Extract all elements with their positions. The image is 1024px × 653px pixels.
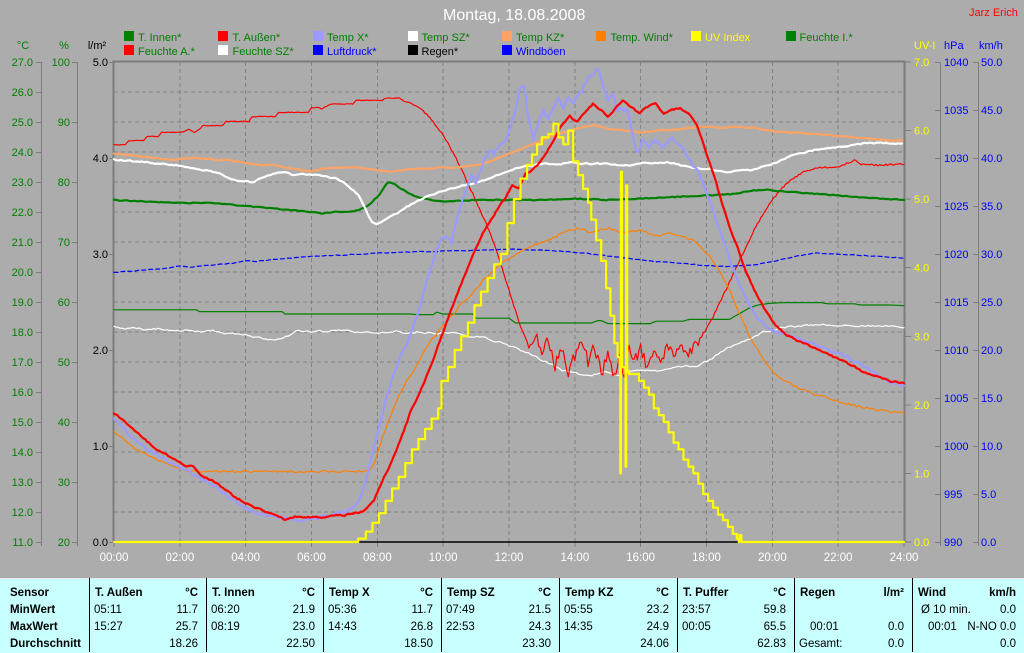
svg-text:UV-I: UV-I: [914, 40, 935, 52]
svg-text:km/h: km/h: [979, 40, 1003, 52]
svg-text:1025: 1025: [944, 201, 968, 213]
svg-text:4.0: 4.0: [93, 153, 108, 165]
svg-text:2.0: 2.0: [914, 400, 929, 412]
svg-text:20:00: 20:00: [758, 552, 787, 564]
svg-text:3.0: 3.0: [93, 249, 108, 261]
svg-text:%: %: [59, 40, 69, 52]
svg-text:24.0: 24.0: [12, 147, 33, 159]
svg-text:Montag, 18.08.2008: Montag, 18.08.2008: [443, 7, 585, 24]
svg-text:1030: 1030: [944, 153, 968, 165]
svg-text:990: 990: [944, 537, 962, 549]
svg-text:80: 80: [58, 177, 70, 189]
svg-text:0.0: 0.0: [93, 537, 108, 549]
svg-text:hPa: hPa: [944, 40, 964, 52]
svg-text:30.0: 30.0: [981, 249, 1002, 261]
svg-text:02:00: 02:00: [165, 552, 194, 564]
svg-text:20.0: 20.0: [981, 345, 1002, 357]
svg-text:25.0: 25.0: [981, 297, 1002, 309]
svg-text:1040: 1040: [944, 57, 968, 69]
svg-text:T. Innen*: T. Innen*: [138, 32, 182, 44]
svg-text:1015: 1015: [944, 297, 968, 309]
svg-text:1000: 1000: [944, 441, 968, 453]
svg-text:Luftdruck*: Luftdruck*: [327, 46, 377, 58]
svg-text:Regen*: Regen*: [422, 46, 459, 58]
svg-text:1.0: 1.0: [93, 441, 108, 453]
svg-text:Temp SZ*: Temp SZ*: [422, 32, 471, 44]
svg-text:T. Außen*: T. Außen*: [233, 32, 281, 44]
svg-text:1.0: 1.0: [914, 468, 929, 480]
svg-text:l/m²: l/m²: [88, 40, 107, 52]
svg-text:0.0: 0.0: [981, 537, 996, 549]
svg-text:19.0: 19.0: [12, 297, 33, 309]
svg-text:50: 50: [58, 357, 70, 369]
svg-text:15.0: 15.0: [981, 393, 1002, 405]
svg-text:1010: 1010: [944, 345, 968, 357]
svg-text:90: 90: [58, 117, 70, 129]
svg-text:22:00: 22:00: [824, 552, 853, 564]
svg-text:11.0: 11.0: [12, 537, 33, 549]
svg-text:06:00: 06:00: [297, 552, 326, 564]
svg-text:1020: 1020: [944, 249, 968, 261]
svg-text:10:00: 10:00: [429, 552, 458, 564]
svg-text:Temp. Wind*: Temp. Wind*: [611, 32, 674, 44]
svg-text:35.0: 35.0: [981, 201, 1002, 213]
svg-text:40: 40: [58, 417, 70, 429]
svg-text:1035: 1035: [944, 105, 968, 117]
svg-text:25.0: 25.0: [12, 117, 33, 129]
svg-text:100: 100: [52, 57, 70, 69]
svg-text:60: 60: [58, 297, 70, 309]
svg-text:995: 995: [944, 489, 962, 501]
svg-text:08:00: 08:00: [363, 552, 392, 564]
svg-text:°C: °C: [17, 40, 29, 52]
svg-text:20.0: 20.0: [12, 267, 33, 279]
svg-text:26.0: 26.0: [12, 87, 33, 99]
svg-text:5.0: 5.0: [981, 489, 996, 501]
svg-text:1005: 1005: [944, 393, 968, 405]
svg-text:5.0: 5.0: [93, 57, 108, 69]
svg-text:50.0: 50.0: [981, 57, 1002, 69]
svg-text:Jarz Erich: Jarz Erich: [969, 7, 1018, 19]
svg-text:15.0: 15.0: [12, 417, 33, 429]
svg-text:2.0: 2.0: [93, 345, 108, 357]
svg-text:5.0: 5.0: [914, 194, 929, 206]
svg-text:Feuchte SZ*: Feuchte SZ*: [233, 46, 295, 58]
svg-text:12:00: 12:00: [495, 552, 524, 564]
svg-text:3.0: 3.0: [914, 331, 929, 343]
svg-text:14:00: 14:00: [560, 552, 589, 564]
svg-text:45.0: 45.0: [981, 105, 1002, 117]
svg-text:30: 30: [58, 477, 70, 489]
svg-text:20: 20: [58, 537, 70, 549]
svg-text:Feuchte A.*: Feuchte A.*: [138, 46, 196, 58]
svg-text:0.0: 0.0: [914, 537, 929, 549]
svg-text:16:00: 16:00: [626, 552, 655, 564]
svg-text:7.0: 7.0: [914, 57, 929, 69]
svg-text:18.0: 18.0: [12, 327, 33, 339]
svg-text:00:00: 00:00: [100, 552, 129, 564]
svg-text:4.0: 4.0: [914, 263, 929, 275]
svg-text:13.0: 13.0: [12, 477, 33, 489]
svg-text:17.0: 17.0: [12, 357, 33, 369]
svg-text:Temp X*: Temp X*: [327, 32, 369, 44]
svg-text:Temp KZ*: Temp KZ*: [516, 32, 565, 44]
svg-text:70: 70: [58, 237, 70, 249]
svg-text:6.0: 6.0: [914, 126, 929, 138]
svg-text:10.0: 10.0: [981, 441, 1002, 453]
svg-text:24:00: 24:00: [890, 552, 919, 564]
svg-text:Windböen: Windböen: [516, 46, 566, 58]
svg-text:21.0: 21.0: [12, 237, 33, 249]
svg-text:22.0: 22.0: [12, 207, 33, 219]
svg-text:14.0: 14.0: [12, 447, 33, 459]
svg-text:18:00: 18:00: [692, 552, 721, 564]
svg-text:23.0: 23.0: [12, 177, 33, 189]
svg-text:27.0: 27.0: [12, 57, 33, 69]
svg-text:Feuchte I.*: Feuchte I.*: [800, 32, 854, 44]
svg-text:12.0: 12.0: [12, 507, 33, 519]
svg-text:40.0: 40.0: [981, 153, 1002, 165]
svg-text:04:00: 04:00: [231, 552, 260, 564]
svg-text:UV Index: UV Index: [705, 32, 751, 44]
svg-text:16.0: 16.0: [12, 387, 33, 399]
